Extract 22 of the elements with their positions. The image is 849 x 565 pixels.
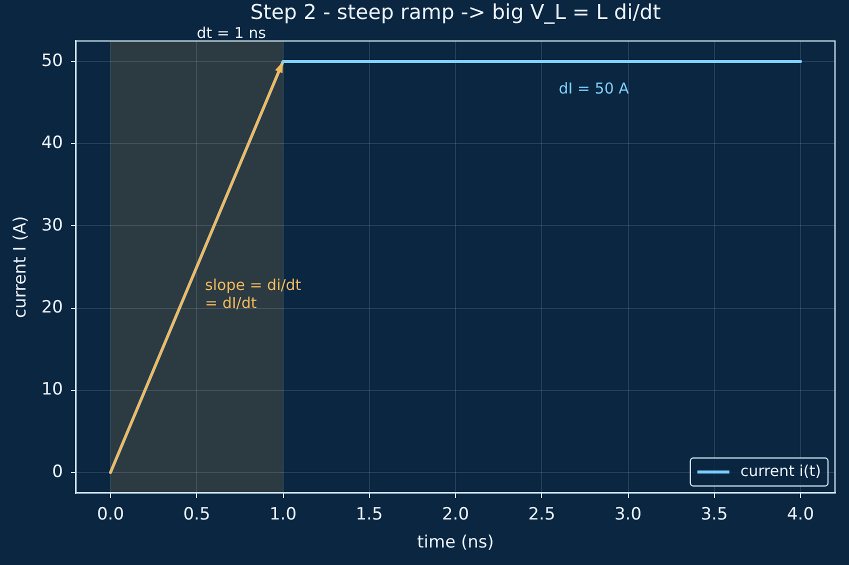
chart-title: Step 2 - steep ramp -> big V_L = L di/dt [250, 0, 661, 24]
y-tick-label: 30 [41, 215, 63, 236]
x-tick-label: 1.5 [356, 504, 383, 525]
y-tick-label: 10 [41, 380, 63, 400]
band-label: dt = 1 ns [196, 24, 266, 42]
x-tick-label: 4.0 [786, 504, 814, 525]
y-axis-title: current I (A) [10, 216, 30, 318]
y-tick-label: 20 [41, 298, 63, 318]
x-tick-label: 2.0 [442, 504, 470, 525]
x-axis-title: time (ns) [417, 532, 494, 552]
x-tick-label: 3.5 [700, 504, 728, 525]
x-tick-label: 0.5 [183, 504, 210, 525]
x-tick-label: 2.5 [528, 504, 556, 525]
x-tick-label: 0.0 [96, 504, 124, 525]
y-tick-label: 0 [52, 462, 63, 482]
legend-label: current i(t) [740, 462, 822, 480]
annotation: dI = 50 A [558, 80, 630, 98]
x-tick-label: 1.0 [269, 504, 297, 525]
x-tick-label: 3.0 [614, 504, 642, 525]
y-tick-label: 50 [41, 50, 63, 71]
y-tick-label: 40 [41, 133, 63, 154]
annotation: slope = di/dt = dI/dt [205, 276, 302, 312]
